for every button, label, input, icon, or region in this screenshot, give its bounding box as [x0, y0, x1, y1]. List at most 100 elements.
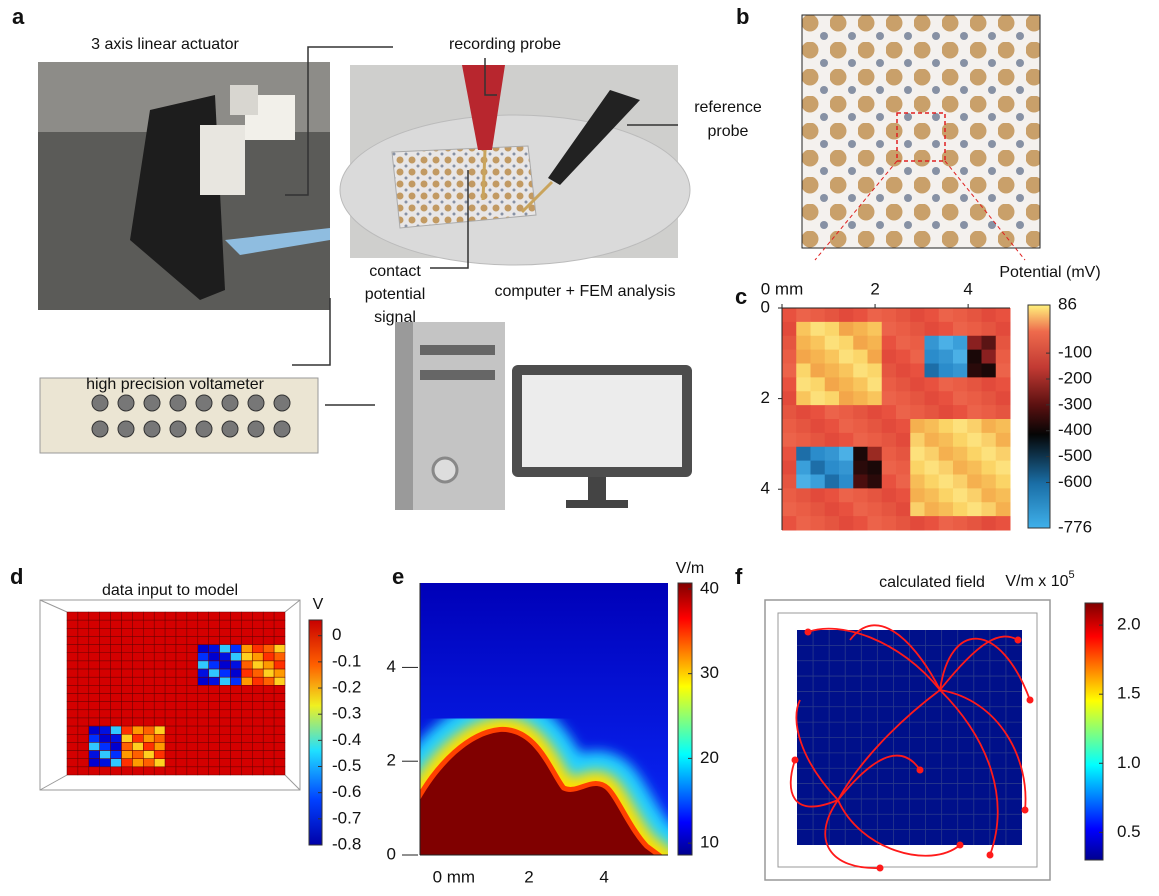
grid-cell — [67, 767, 78, 775]
streamline-end — [1022, 807, 1029, 814]
grid-cell — [176, 612, 187, 620]
grid-cell — [122, 742, 133, 750]
heatmap-cell — [782, 336, 797, 350]
grid-cell — [78, 669, 89, 677]
streamline-end — [957, 842, 964, 849]
heatmap-cell — [782, 488, 797, 502]
heatmap-cell — [953, 488, 968, 502]
grid-cell — [154, 734, 165, 742]
heatmap-cell — [996, 433, 1011, 447]
connector — [222, 395, 238, 411]
grid-cell — [176, 669, 187, 677]
colorbar-tick-label: 2.0 — [1117, 615, 1141, 634]
x-tick-label: 4 — [963, 279, 972, 298]
streamline-end — [805, 629, 812, 636]
grid-cell — [122, 661, 133, 669]
grid-cell — [67, 620, 78, 628]
heatmap-cell — [967, 336, 982, 350]
heatmap-cell — [896, 488, 911, 502]
grid-cell — [231, 726, 242, 734]
streamline-end — [1027, 697, 1034, 704]
heatmap-cell — [868, 336, 883, 350]
panel-title: calculated field — [879, 574, 985, 591]
grid-cell — [263, 685, 274, 693]
grid-cell — [67, 612, 78, 620]
grid-cell — [111, 742, 122, 750]
heatmap-cell — [882, 516, 897, 530]
grid-cell — [252, 734, 263, 742]
grid-cell — [187, 742, 198, 750]
grid-cell — [209, 669, 220, 677]
heatmap-cell — [910, 419, 925, 433]
colorbar-tick-label: -500 — [1058, 446, 1092, 465]
grid-cell — [78, 677, 89, 685]
heatmap-cell — [939, 336, 954, 350]
grid-cell — [132, 710, 143, 718]
heatmap-cell — [953, 336, 968, 350]
heatmap-cell — [910, 433, 925, 447]
heatmap-cell — [839, 336, 854, 350]
colorbar-tick-label: 1.5 — [1117, 684, 1141, 703]
heatmap-cell — [825, 475, 840, 489]
grid-cell — [100, 718, 111, 726]
heatmap-cell — [811, 391, 826, 405]
grid-cell — [100, 710, 111, 718]
heatmap-cell — [939, 377, 954, 391]
grid-cell — [78, 628, 89, 636]
sample-image — [802, 15, 1040, 248]
grid-cell — [231, 734, 242, 742]
grid-cell — [154, 694, 165, 702]
grid-cell — [252, 694, 263, 702]
colorbar-tick-label: -600 — [1058, 472, 1092, 491]
grid-cell — [111, 710, 122, 718]
heatmap-cell — [939, 350, 954, 364]
heatmap-cell — [953, 405, 968, 419]
grid-cell — [241, 694, 252, 702]
heatmap-cell — [896, 405, 911, 419]
grid-cell — [187, 628, 198, 636]
grid-cell — [241, 645, 252, 653]
colorbar-title: V/m x 105 — [1005, 569, 1074, 590]
grid-cell — [220, 718, 231, 726]
grid-cell — [89, 685, 100, 693]
heatmap-cell — [910, 364, 925, 378]
grid-cell — [252, 628, 263, 636]
grid-cell — [263, 759, 274, 767]
grid-cell — [165, 661, 176, 669]
grid-cell — [67, 628, 78, 636]
streamline-end — [987, 852, 994, 859]
grid-cell — [111, 759, 122, 767]
grid-cell — [220, 702, 231, 710]
streamline-end — [792, 757, 799, 764]
heatmap-cell — [882, 433, 897, 447]
grid-cell — [165, 702, 176, 710]
grid-cell — [143, 710, 154, 718]
heatmap-cell — [939, 516, 954, 530]
grid-cell — [220, 645, 231, 653]
grid-cell — [132, 767, 143, 775]
heatmap-cell — [782, 350, 797, 364]
heatmap-cell — [967, 447, 982, 461]
grid-cell — [89, 636, 100, 644]
grid-cell — [274, 759, 285, 767]
heatmap-cell — [896, 336, 911, 350]
heatmap-cell — [782, 308, 797, 322]
grid-cell — [209, 734, 220, 742]
heatmap-cell — [967, 461, 982, 475]
colorbar-title: Potential (mV) — [999, 264, 1100, 281]
grid-cell — [274, 742, 285, 750]
heatmap-cell — [839, 322, 854, 336]
grid-cell — [187, 751, 198, 759]
grid-cell — [165, 767, 176, 775]
grid-cell — [231, 628, 242, 636]
grid-cell — [220, 726, 231, 734]
heatmap-cell — [782, 502, 797, 516]
heatmap-cell — [896, 308, 911, 322]
heatmap-cell — [967, 488, 982, 502]
heatmap-cell — [910, 377, 925, 391]
heatmap-cell — [953, 433, 968, 447]
grid-cell — [274, 710, 285, 718]
grid-cell — [154, 751, 165, 759]
grid-cell — [220, 669, 231, 677]
grid-cell — [100, 759, 111, 767]
